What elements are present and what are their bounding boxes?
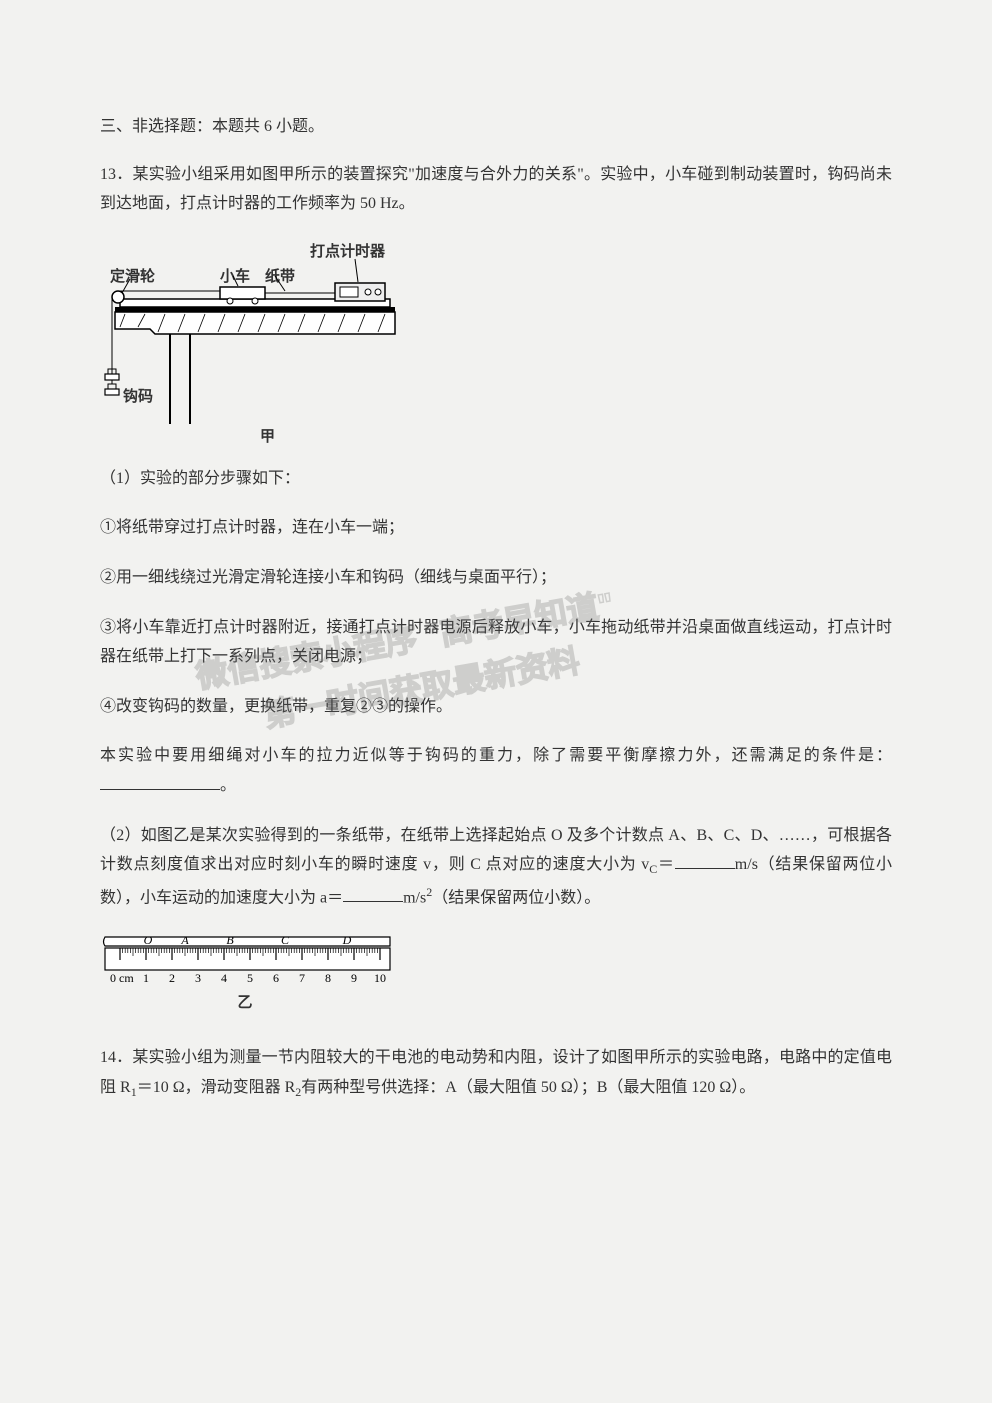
q13-part2-eq: ＝ — [657, 856, 675, 873]
figure-yi: O A B C D 0 cm 1 2 3 4 5 6 7 8 9 10 乙 — [100, 932, 892, 1018]
blank-vc — [675, 851, 735, 869]
svg-text:D: D — [342, 933, 352, 947]
svg-text:7: 7 — [299, 971, 305, 985]
blank-condition — [100, 772, 220, 790]
svg-text:5: 5 — [247, 971, 253, 985]
svg-text:8: 8 — [325, 971, 331, 985]
section-header: 三、非选择题：本题共 6 小题。 — [100, 112, 892, 142]
svg-text:3: 3 — [195, 971, 201, 985]
q13-part2-u2: m/s — [403, 889, 426, 906]
q14-mid1: ＝10 Ω，滑动变阻器 R — [137, 1079, 296, 1096]
svg-text:4: 4 — [221, 971, 227, 985]
ruler-svg-icon: O A B C D 0 cm 1 2 3 4 5 6 7 8 9 10 — [100, 932, 400, 987]
svg-text:0 cm: 0 cm — [110, 971, 134, 985]
svg-text:B: B — [226, 933, 234, 947]
q13-part1-header: （1）实验的部分步骤如下： — [100, 464, 892, 494]
svg-text:2: 2 — [169, 971, 175, 985]
apparatus-diagram: 打点计时器 定滑轮 小车 纸带 钩码 甲 — [100, 239, 400, 444]
document-content: 三、非选择题：本题共 6 小题。 13．某实验小组采用如图甲所示的装置探究"加速… — [100, 112, 892, 1103]
svg-text:A: A — [180, 933, 189, 947]
svg-text:C: C — [281, 933, 290, 947]
figure-jia: 打点计时器 定滑轮 小车 纸带 钩码 甲 — [100, 239, 892, 444]
q13-step2: ②用一细线绕过光滑定滑轮连接小车和钩码（细线与桌面平行）； — [100, 563, 892, 593]
blank-a — [343, 884, 403, 902]
q13-step3: ③将小车靠近打点计时器附近，接通打点计时器电源后释放小车，小车拖动纸带并沿桌面做… — [100, 613, 892, 672]
apparatus-svg-icon — [100, 249, 400, 429]
svg-text:9: 9 — [351, 971, 357, 985]
q13-step4: ④改变钩码的数量，更换纸带，重复②③的操作。 — [100, 692, 892, 722]
svg-text:1: 1 — [143, 971, 149, 985]
q13-condition: 本实验中要用细绳对小车的拉力近似等于钩码的重力，除了需要平衡摩擦力外，还需满足的… — [100, 741, 892, 800]
q13-intro: 13．某实验小组采用如图甲所示的装置探究"加速度与合外力的关系"。实验中，小车碰… — [100, 160, 892, 219]
svg-text:6: 6 — [273, 971, 279, 985]
svg-text:O: O — [144, 933, 153, 947]
q14-mid2: 有两种型号供选择：A（最大阻值 50 Ω）；B（最大阻值 120 Ω）。 — [301, 1079, 755, 1096]
q13-part2: （2）如图乙是某次实验得到的一条纸带，在纸带上选择起始点 O 及多个计数点 A、… — [100, 821, 892, 913]
q13-condition-before: 本实验中要用细绳对小车的拉力近似等于钩码的重力，除了需要平衡摩擦力外，还需满足的… — [100, 747, 892, 764]
svg-text:10: 10 — [374, 971, 386, 985]
q14-intro: 14．某实验小组为测量一节内阻较大的干电池的电动势和内阻，设计了如图甲所示的实验… — [100, 1043, 892, 1103]
label-yi: 乙 — [100, 990, 390, 1018]
q13-part2-end: （结果保留两位小数）。 — [432, 889, 600, 906]
q13-step1: ①将纸带穿过打点计时器，连在小车一端； — [100, 513, 892, 543]
q13-condition-after: 。 — [220, 777, 236, 794]
